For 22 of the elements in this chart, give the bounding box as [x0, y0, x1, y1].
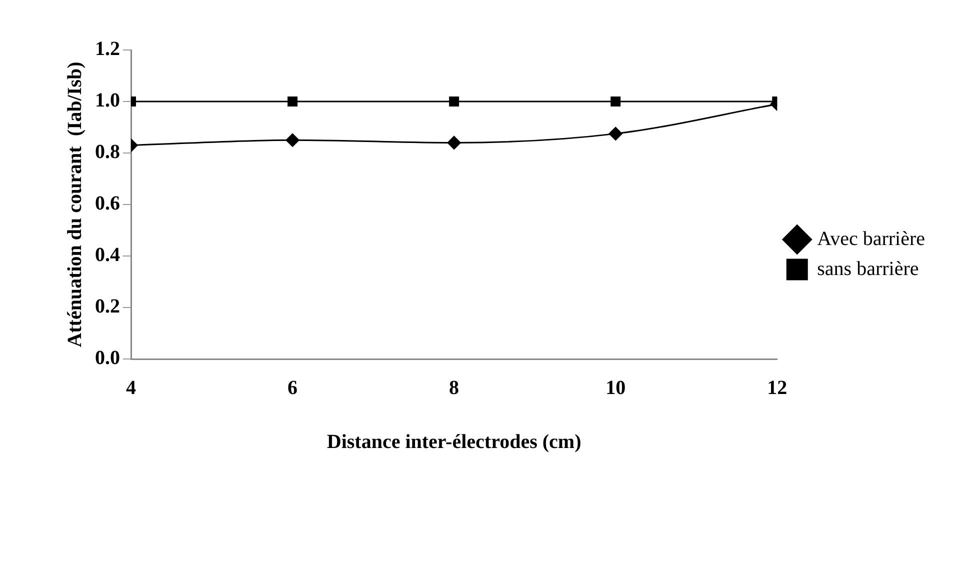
x-tick-label: 12	[767, 377, 788, 400]
point	[608, 126, 622, 140]
legend-label: Avec barrière	[817, 228, 926, 250]
x-axis-title: Distance inter-électrodes (cm)	[326, 431, 582, 454]
y-tick-label: 1.2	[95, 38, 120, 60]
y-tick-label: 0.8	[95, 141, 120, 164]
x-tick-label: 8	[449, 377, 460, 400]
legend-label: sans barrière	[817, 258, 919, 280]
point	[288, 96, 298, 106]
y-axis-title: Atténuation du courant (Iab/Isb)	[64, 62, 86, 348]
point	[610, 96, 621, 106]
y-tick-label: 0.2	[95, 296, 120, 318]
x-tick-label: 10	[606, 377, 626, 400]
point	[286, 133, 300, 147]
x-tick-label: 6	[288, 377, 298, 400]
y-tick-label: 0.6	[95, 192, 120, 215]
y-tick-label: 1.0	[95, 90, 120, 112]
y-tick-label: 0.4	[95, 244, 120, 266]
point	[447, 136, 461, 150]
x-tick-label: 4	[126, 377, 136, 400]
point	[449, 96, 460, 106]
y-tick-label: 0.0	[95, 347, 120, 370]
